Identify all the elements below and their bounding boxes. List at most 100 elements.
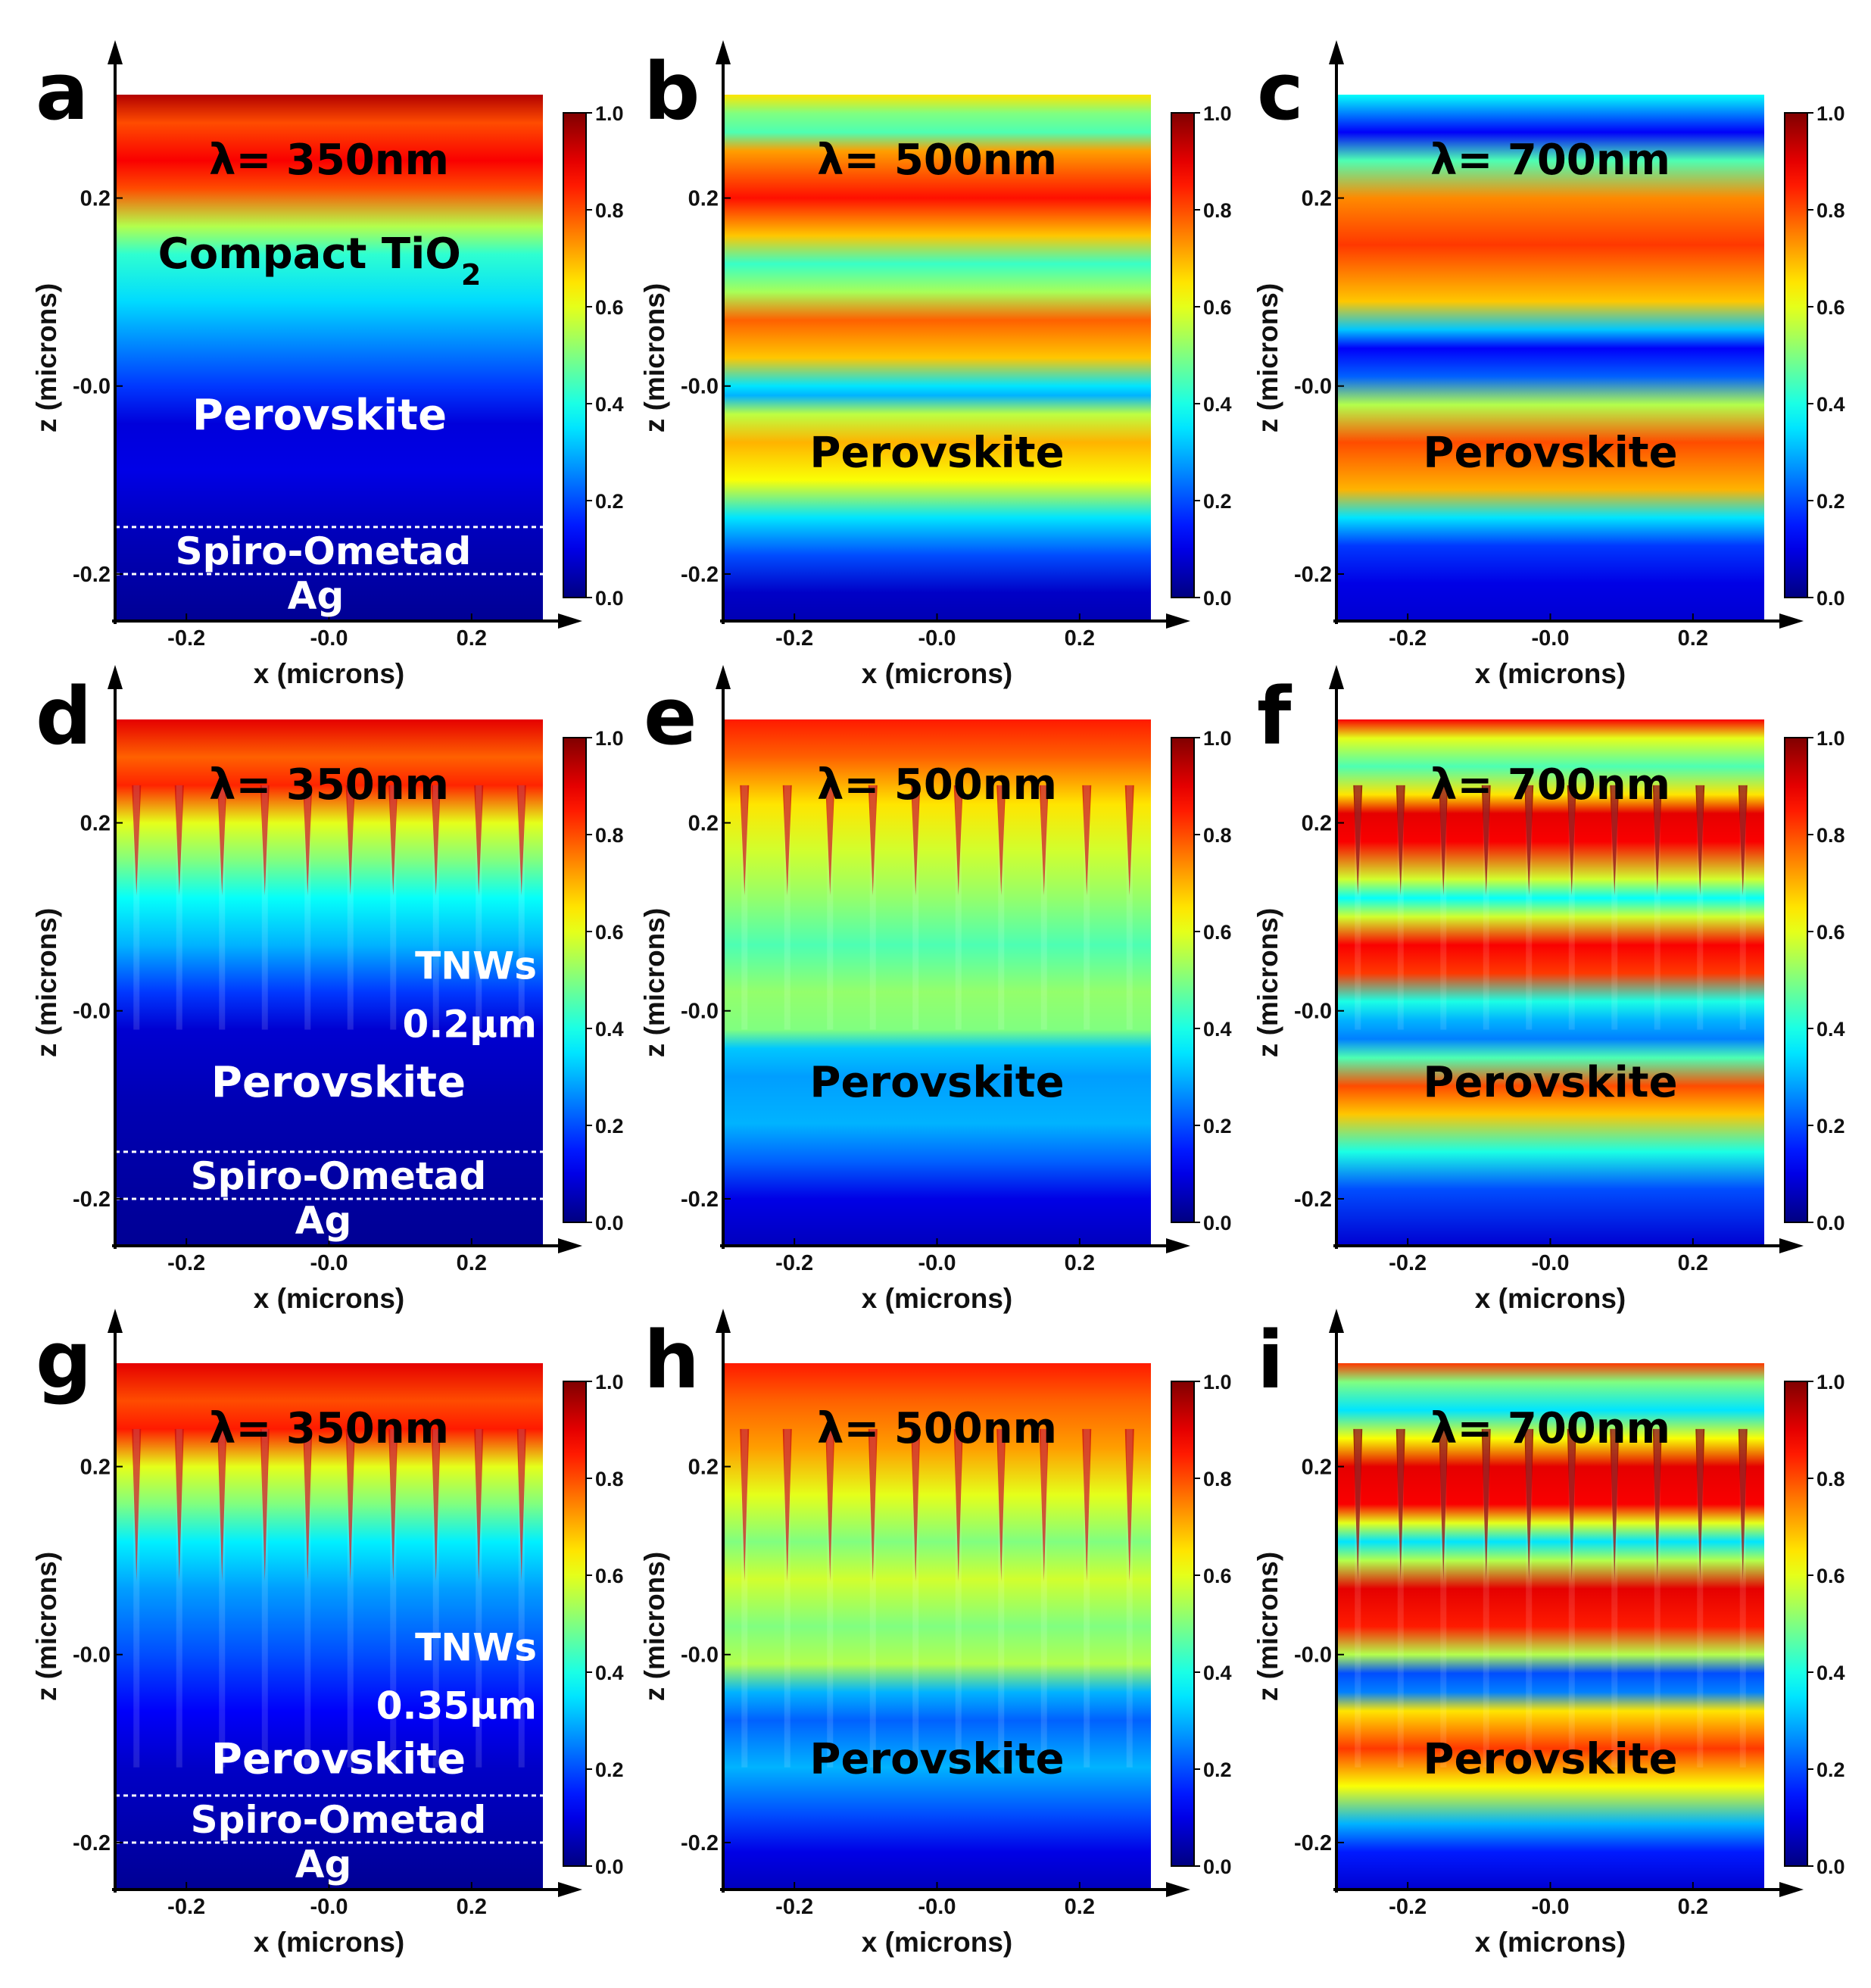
colorbar-tick-label: 0.0 — [1203, 1855, 1232, 1878]
heatmap-field — [1336, 719, 1764, 1246]
x-axis-label: x (microns) — [254, 1283, 404, 1314]
colorbar-tick-label: 0.6 — [595, 921, 624, 944]
panel-h: -0.2 -0.0 0.2 0.2 -0.0 -0.2 x (microns) z (micr… — [639, 1309, 1232, 1958]
heatmap-field — [723, 719, 1151, 1246]
nanowire-trace — [1697, 785, 1704, 1030]
nanowire-trace — [219, 785, 226, 1030]
nanowire-hotspot — [740, 1428, 750, 1581]
wavelength-label: λ= 350nm — [209, 136, 449, 185]
heatmap-field — [723, 1363, 1151, 1890]
panel-e: -0.2 -0.0 0.2 0.2 -0.0 -0.2 x (microns) z (micr… — [639, 665, 1232, 1314]
x-axis-arrow — [1779, 613, 1804, 629]
layer-label-perovskite: Perovskite — [1423, 1058, 1677, 1107]
colorbar — [1171, 112, 1195, 598]
z-axis-arrow — [1329, 665, 1344, 689]
nanowire-hotspot — [825, 785, 835, 896]
nanowire-hotspot — [1395, 785, 1405, 896]
colorbar-tick-label: 0.0 — [1203, 587, 1232, 610]
panel-g: -0.2 -0.0 0.2 0.2 -0.0 -0.2 x (microns) z (micr… — [31, 1309, 624, 1958]
x-tick-label: -0.0 — [1532, 626, 1570, 651]
nanowire-hotspot — [1439, 785, 1448, 896]
nanowire-trace — [1040, 785, 1047, 1030]
wavelength-label: λ= 500nm — [817, 1404, 1057, 1453]
nanowire-hotspot — [474, 1428, 484, 1581]
x-axis-label: x (microns) — [254, 1927, 404, 1958]
nanowire-trace — [827, 785, 834, 1030]
y-tick-label: -0.0 — [1294, 1000, 1332, 1024]
layer-label-perovskite: Perovskite — [192, 391, 447, 440]
panel-letter-g: g — [36, 1314, 92, 1406]
nanowire-trace — [998, 785, 1005, 1030]
colorbar-tick-label: 0.6 — [1816, 296, 1845, 319]
nanowire-hotspot — [1567, 785, 1576, 896]
y-tick-label: -0.2 — [681, 1831, 719, 1855]
nanowire-hotspot — [996, 1428, 1006, 1581]
x-axis-arrow — [558, 1882, 582, 1897]
colorbar-tick-label: 0.4 — [595, 393, 624, 416]
y-axis-label: z (microns) — [639, 908, 670, 1057]
heatmap-field — [1336, 1363, 1764, 1890]
y-tick-label: -0.2 — [681, 563, 719, 587]
nanowire-trace — [1126, 785, 1133, 1030]
nanowire-trace — [1440, 1428, 1447, 1768]
panel-i: -0.2 -0.0 0.2 0.2 -0.0 -0.2 x (microns) z (micr… — [1252, 1309, 1845, 1958]
nanowire-trace — [304, 785, 311, 1030]
y-tick-label: 0.2 — [688, 187, 719, 211]
nanowire-trace — [869, 1428, 876, 1768]
nanowire-trace — [912, 1428, 919, 1768]
colorbar-tick-label: 1.0 — [1816, 102, 1845, 125]
nanowire-trace — [784, 1428, 790, 1768]
nanowire-trace — [1355, 785, 1361, 1030]
nanowire-trace — [1040, 1428, 1047, 1768]
panel-letter-c: c — [1257, 45, 1304, 138]
colorbar-tick-label: 0.8 — [1203, 199, 1232, 222]
panel-letter-h: h — [644, 1314, 700, 1406]
layer-label-tnws: TNWs — [415, 944, 537, 988]
x-tick-label: -0.2 — [775, 1251, 813, 1275]
x-axis-label: x (microns) — [254, 658, 404, 689]
nanowire-trace — [261, 785, 268, 1030]
wavelength-label: λ= 700nm — [1430, 136, 1670, 185]
nanowire-hotspot — [1039, 1428, 1049, 1581]
layer-label-spiro: Spiro-Ometad — [176, 529, 472, 573]
colorbar-tick-label: 1.0 — [1203, 727, 1232, 750]
y-tick-label: 0.2 — [1302, 187, 1332, 211]
layer-label-ag: Ag — [295, 1842, 352, 1886]
nanowire-trace — [390, 1428, 397, 1768]
nanowire-trace — [1739, 1428, 1746, 1768]
nanowire-trace — [432, 1428, 439, 1768]
z-axis-arrow — [1329, 1309, 1344, 1333]
colorbar-tick-label: 0.0 — [1816, 1212, 1845, 1234]
heatmap-field — [723, 95, 1151, 621]
x-axis-arrow — [1779, 1882, 1804, 1897]
nanowire-trace — [955, 1428, 962, 1768]
y-tick-label: -0.2 — [1294, 1831, 1332, 1855]
nanowire-hotspot — [782, 1428, 792, 1581]
nanowire-hotspot — [345, 785, 355, 896]
y-tick-label: -0.0 — [681, 1000, 719, 1024]
nanowire-hotspot — [1738, 1428, 1748, 1581]
colorbar — [1171, 1381, 1195, 1867]
nanowire-hotspot — [1610, 1428, 1620, 1581]
nanowire-trace — [1739, 785, 1746, 1030]
layer-label-tnws: TNWs — [415, 1625, 537, 1669]
y-tick-label: 0.2 — [688, 1456, 719, 1480]
layer-label-perovskite: Perovskite — [809, 1734, 1064, 1784]
nanowire-hotspot — [1652, 1428, 1662, 1581]
layer-label-compact-tio2: Compact TiO2 — [158, 229, 482, 292]
nanowire-hotspot — [1082, 785, 1092, 896]
nanowire-hotspot — [516, 1428, 526, 1581]
nanowire-trace — [1397, 785, 1404, 1030]
nanowire-trace — [1483, 1428, 1489, 1768]
nanowire-trace — [741, 785, 748, 1030]
nanowire-trace — [476, 785, 482, 1030]
nanowire-trace — [1440, 785, 1447, 1030]
colorbar-tick-label: 0.8 — [1203, 824, 1232, 847]
nanowire-hotspot — [132, 1428, 142, 1581]
nanowire-trace — [304, 1428, 311, 1768]
nanowire-trace — [176, 1428, 182, 1768]
layer-label-perovskite: Perovskite — [211, 1058, 466, 1107]
z-axis-arrow — [108, 665, 123, 689]
panel-letter-d: d — [36, 670, 92, 763]
wavelength-label: λ= 500nm — [817, 760, 1057, 810]
